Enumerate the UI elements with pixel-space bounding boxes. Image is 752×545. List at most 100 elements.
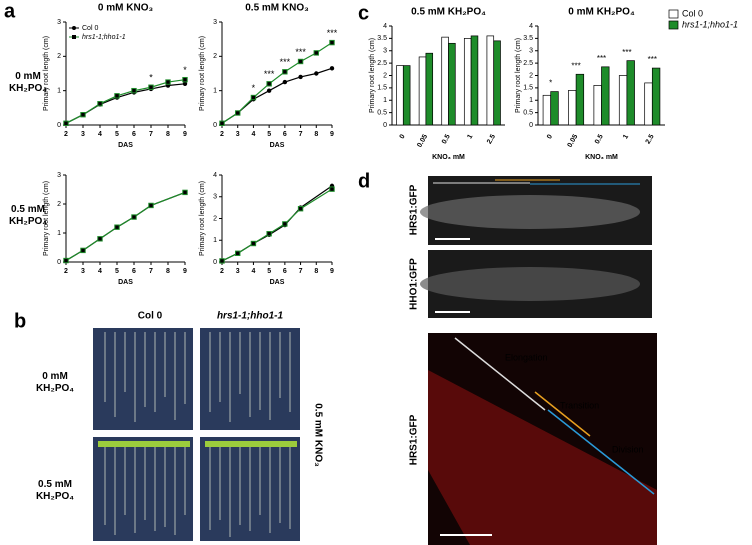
bar (601, 66, 610, 126)
y-tick-label: 2 (57, 201, 61, 208)
y-axis-label: Primary root length (cm) (43, 181, 50, 256)
chart-title: 0.5 mM KH₂PO₄ (411, 7, 486, 18)
marker (329, 66, 335, 71)
x-tick-label: 4 (98, 268, 102, 275)
y-tick-label: 1.5 (523, 85, 533, 92)
marker (97, 101, 103, 107)
marker (313, 50, 319, 56)
legend-label: Col 0 (682, 8, 703, 18)
marker (266, 231, 272, 237)
significance: *** (648, 55, 657, 64)
y-tick-label: 3 (213, 194, 217, 201)
x-tick-label: 2 (64, 268, 68, 275)
x-tick-label: 9 (183, 268, 187, 275)
significance: * (549, 79, 552, 88)
marker (266, 88, 272, 93)
x-tick-label: 8 (314, 131, 318, 138)
marker (235, 250, 241, 257)
y-tick-label: 2 (57, 53, 61, 60)
marker (219, 258, 225, 264)
significance: *** (264, 69, 275, 79)
y-tick-label: 3.5 (377, 35, 387, 42)
zone-label: Elongation (505, 352, 548, 362)
marker (114, 93, 120, 99)
x-axis-label: KNO₃ mM (432, 154, 465, 161)
significance: * (149, 73, 153, 83)
panel-label: c (358, 2, 369, 24)
y-tick-label: 2 (213, 215, 217, 222)
marker (63, 120, 69, 126)
x-tick-label: 1 (466, 133, 474, 140)
x-tick-label: 3 (81, 131, 85, 138)
row-label: 0 mM KH₂PO₄ (9, 71, 47, 94)
bar (651, 67, 661, 126)
marker (329, 186, 335, 192)
y-tick-label: 3 (529, 48, 533, 55)
significance: *** (622, 48, 631, 57)
x-tick-label: 5 (115, 131, 119, 138)
y-tick-label: 3 (57, 172, 61, 179)
chart-title: 0.5 mM KNO₃ (245, 3, 309, 14)
x-tick-label: 2 (220, 131, 224, 138)
x-tick-label: 3 (236, 268, 240, 275)
y-axis-label: Primary root length (cm) (199, 181, 206, 256)
y-tick-label: 0 (213, 122, 217, 129)
x-tick-label: 5 (267, 268, 271, 275)
legend-swatch (668, 9, 679, 19)
bar (486, 35, 495, 126)
x-tick-label: 2.5 (486, 133, 497, 145)
marker (266, 81, 272, 87)
bar (470, 35, 479, 126)
marker (329, 39, 335, 46)
x-tick-label: 6 (283, 268, 287, 275)
y-tick-label: 2 (213, 53, 217, 60)
series-line (221, 188, 333, 262)
x-tick-label: 0.5 (441, 133, 452, 145)
image-label: HHO1:GFP (409, 258, 420, 310)
marker (97, 236, 103, 242)
y-tick-label: 4 (213, 172, 217, 179)
y-tick-label: 1 (57, 230, 61, 237)
marker (314, 71, 319, 76)
bar (568, 89, 577, 126)
marker (182, 76, 188, 83)
panel-label: d (358, 170, 370, 192)
y-tick-label: 3.5 (523, 35, 533, 42)
marker (165, 79, 171, 85)
chart-title: 0 mM KH₂PO₄ (568, 7, 635, 18)
marker (131, 214, 137, 220)
panel-label: a (4, 0, 16, 22)
y-tick-label: 3 (213, 19, 217, 26)
cotyledons (98, 441, 297, 447)
x-tick-label: 5 (115, 268, 119, 275)
significance: *** (597, 54, 606, 63)
row-label: 0.5 mM KH₂PO₄ (9, 204, 47, 227)
x-tick-label: 7 (299, 131, 303, 138)
marker (63, 257, 69, 264)
photo (93, 437, 193, 541)
marker (182, 81, 188, 87)
y-tick-label: 0 (383, 122, 387, 129)
bar (626, 60, 635, 126)
x-tick-label: 7 (149, 268, 153, 275)
x-tick-label: 9 (183, 131, 187, 138)
y-tick-label: 4 (383, 23, 387, 30)
bar (425, 52, 434, 126)
y-tick-label: 1 (57, 88, 61, 95)
y-tick-label: 2.5 (523, 60, 533, 67)
marker (148, 202, 154, 209)
y-axis-label: Primary root length (cm) (369, 38, 376, 113)
photo (93, 328, 193, 430)
y-tick-label: 3 (57, 19, 61, 26)
zone-line (547, 409, 655, 495)
bar (441, 36, 449, 126)
x-tick-label: 0.05 (416, 133, 429, 148)
x-tick-label: 3 (81, 268, 85, 275)
x-tick-label: 8 (166, 268, 170, 275)
y-tick-label: 3 (383, 48, 387, 55)
marker (80, 112, 86, 118)
x-tick-label: 7 (149, 131, 153, 138)
zone-label: Transition (560, 400, 599, 410)
marker (235, 110, 241, 116)
